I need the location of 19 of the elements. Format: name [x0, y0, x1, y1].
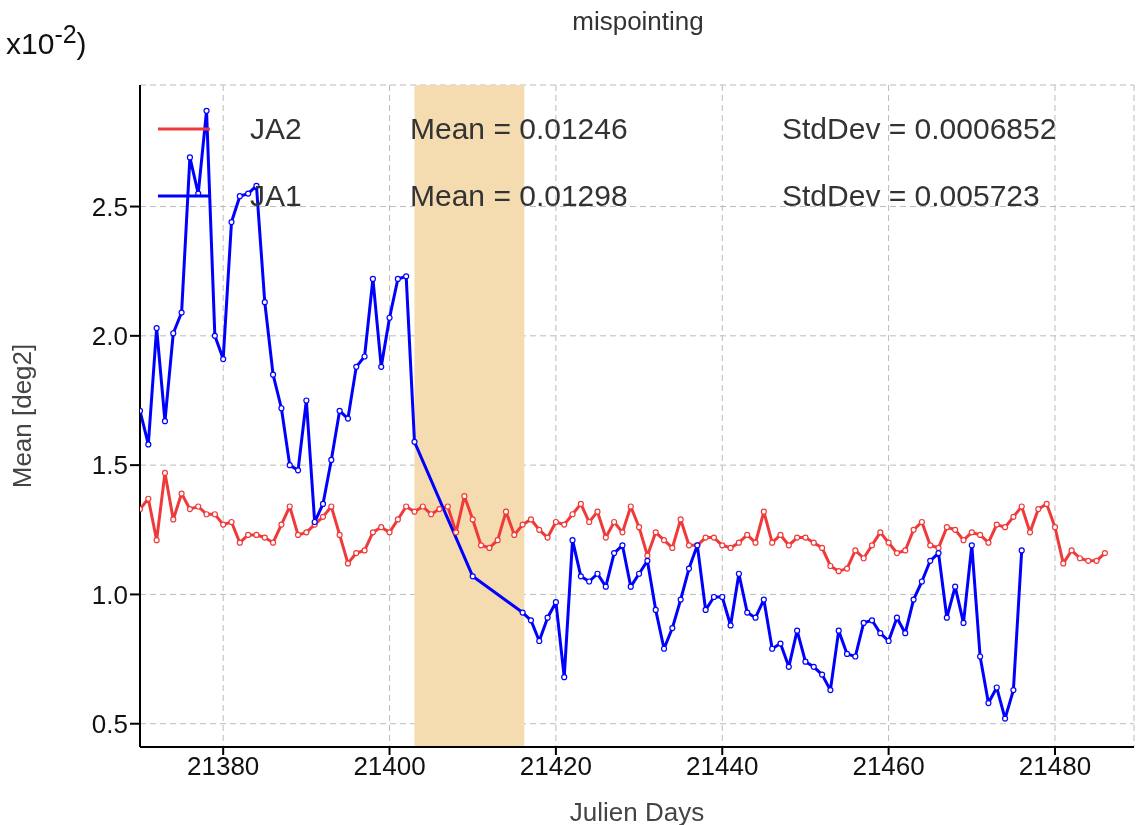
annotation: StdDev = 0.005723: [782, 178, 1040, 212]
y-axis-title: Mean [deg2]: [7, 343, 38, 489]
x-tick-label: 21480: [1018, 751, 1092, 782]
x-tick-label: 21440: [686, 751, 759, 782]
x-tick-label: 21420: [519, 751, 593, 782]
y-tick-label: 0.5: [91, 708, 128, 739]
y-tick-label: 1.5: [91, 450, 128, 481]
annotation: StdDev = 0.0006852: [782, 111, 1057, 145]
legend-label: JA2: [250, 111, 303, 146]
y-tick-label: 2.5: [91, 191, 128, 222]
y-tick-label: 2.0: [91, 321, 128, 352]
chart-title: mispointing: [572, 6, 704, 36]
x-tick-label: 21380: [187, 751, 260, 782]
y-tick-label: 1.0: [91, 579, 128, 610]
x-tick-label: 21460: [852, 751, 925, 782]
text: x10$^{-2}$): [6, 20, 87, 60]
annotation: Mean = 0.01298: [410, 178, 628, 212]
annotation: Mean = 0.01246: [410, 111, 628, 145]
x-tick-label: 21400: [353, 751, 426, 782]
